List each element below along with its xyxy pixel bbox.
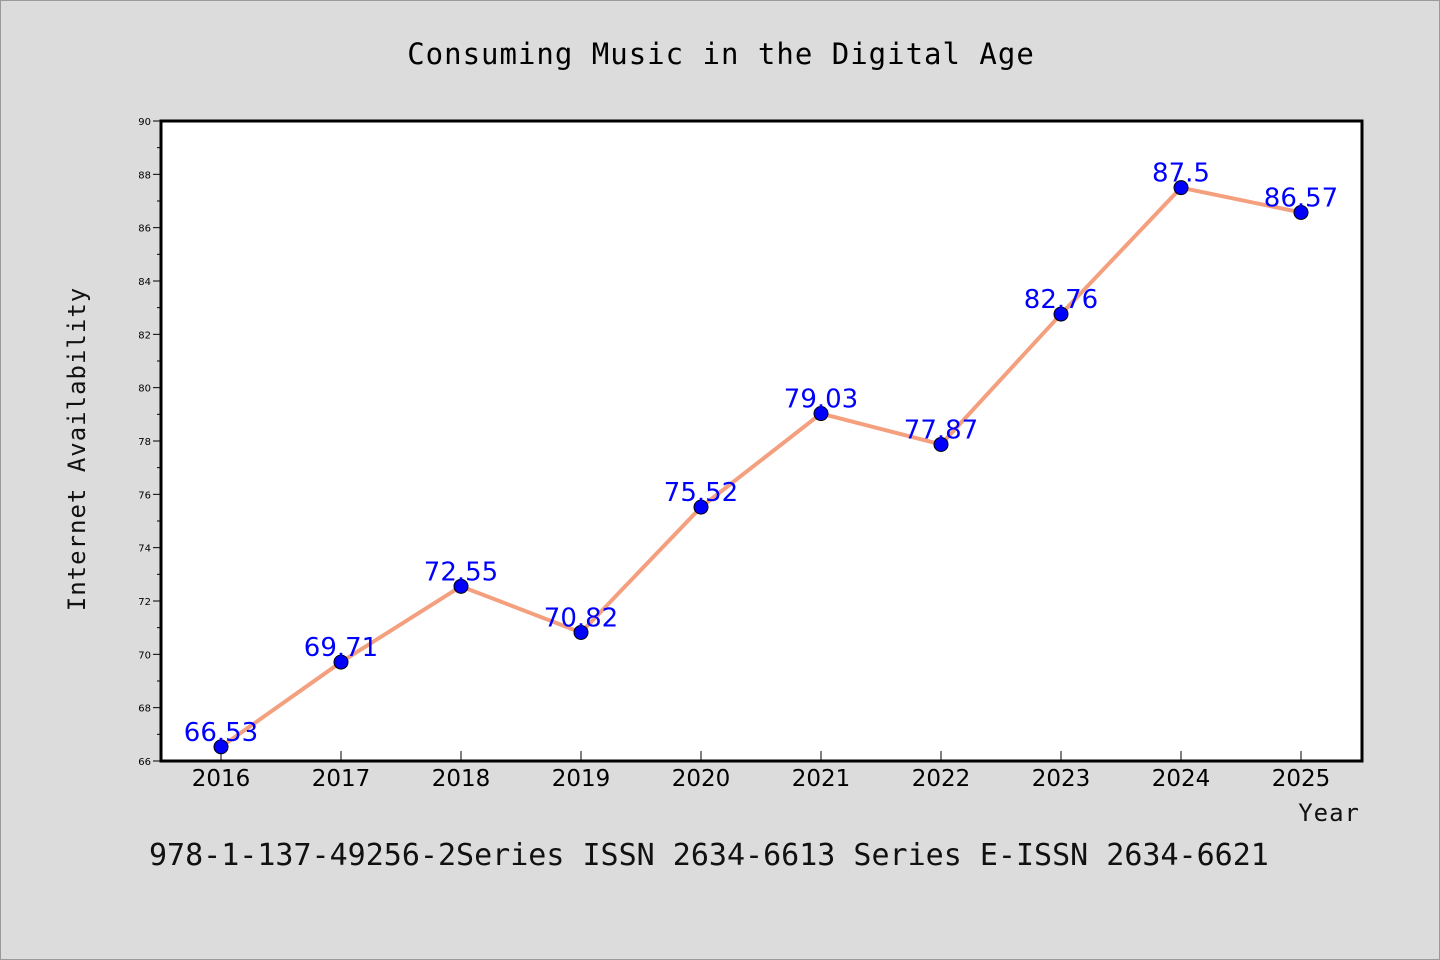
y-tick-label: 78 — [138, 437, 151, 448]
data-point — [1293, 204, 1309, 220]
y-tick-label: 76 — [138, 490, 151, 501]
series-line — [219, 185, 1302, 749]
chart-title: Consuming Music in the Digital Age — [407, 37, 1035, 71]
y-tick-label: 68 — [138, 704, 151, 715]
x-axis: 2016 2017 2018 2019 2020 2021 2022 2023 2024 2025 — [192, 751, 1331, 792]
x-tick-label: 2016 — [192, 766, 251, 792]
data-label: 72.55 — [424, 557, 498, 587]
data-label: 79.03 — [784, 385, 858, 415]
x-tick-label: 2021 — [792, 766, 851, 792]
data-label: 70.82 — [544, 603, 618, 633]
data-point — [213, 739, 229, 755]
y-tick-label: 82 — [138, 330, 151, 341]
x-tick-label: 2020 — [672, 766, 731, 792]
data-label: 87.5 — [1152, 159, 1210, 189]
footer-isbn-text: 978-1-137-49256-2Series ISSN 2634-6613 S… — [149, 838, 1269, 873]
data-label: 77.87 — [904, 415, 978, 445]
x-tick-label: 2017 — [312, 766, 371, 792]
data-point — [933, 436, 949, 452]
y-tick-label: 72 — [138, 597, 151, 608]
data-point — [693, 499, 709, 515]
data-label: 75.52 — [664, 478, 738, 508]
y-tick-label: 88 — [138, 170, 151, 181]
data-point — [1173, 180, 1189, 196]
x-tick-label: 2024 — [1152, 766, 1211, 792]
series-group: 66.53 69.71 72.55 70.82 75.52 79.03 77.87 82.76… — [184, 159, 1338, 755]
y-tick-label: 66 — [138, 757, 151, 768]
x-tick-label: 2018 — [432, 766, 491, 792]
data-point — [573, 624, 589, 640]
y-tick-label: 74 — [138, 544, 151, 555]
y-tick-label: 90 — [138, 117, 151, 128]
data-label: 86.57 — [1264, 183, 1338, 213]
x-tick-label: 2025 — [1272, 766, 1331, 792]
data-point — [1053, 306, 1069, 322]
data-point — [813, 406, 829, 422]
y-axis: 66 68 70 72 74 76 78 80 82 84 86 88 90 — [138, 117, 161, 768]
x-tick-label: 2023 — [1032, 766, 1091, 792]
x-axis-label: Year — [1298, 799, 1360, 827]
data-point — [453, 578, 469, 594]
data-label: 69.71 — [304, 633, 378, 663]
y-tick-label: 84 — [138, 277, 151, 288]
data-point — [333, 654, 349, 670]
y-tick-label: 70 — [138, 650, 151, 661]
plot-area — [159, 119, 1364, 763]
x-tick-label: 2019 — [552, 766, 611, 792]
y-tick-label: 80 — [138, 384, 151, 395]
x-tick-label: 2022 — [912, 766, 971, 792]
data-label: 82.76 — [1024, 285, 1098, 315]
y-axis-label: Internet Availability — [63, 287, 91, 611]
data-label: 66.53 — [184, 718, 258, 748]
y-tick-label: 86 — [138, 224, 151, 235]
